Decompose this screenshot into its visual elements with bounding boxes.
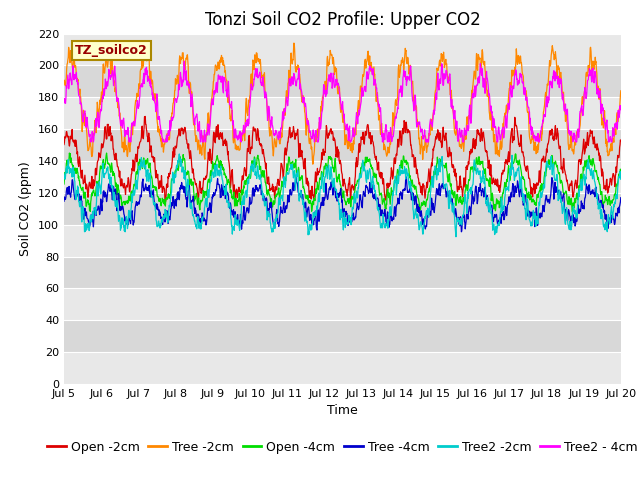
Bar [64, 65, 621, 97]
Bar [64, 352, 621, 384]
Bar [64, 193, 621, 225]
Bar [64, 225, 621, 257]
Bar [64, 34, 621, 65]
Legend: Open -2cm, Tree -2cm, Open -4cm, Tree -4cm, Tree2 -2cm, Tree2 - 4cm: Open -2cm, Tree -2cm, Open -4cm, Tree -4… [42, 436, 640, 459]
Bar [64, 97, 621, 129]
Bar [64, 129, 621, 161]
Y-axis label: Soil CO2 (ppm): Soil CO2 (ppm) [19, 161, 33, 256]
Bar [64, 320, 621, 352]
Bar [64, 161, 621, 193]
Bar [64, 257, 621, 288]
Title: Tonzi Soil CO2 Profile: Upper CO2: Tonzi Soil CO2 Profile: Upper CO2 [205, 11, 480, 29]
X-axis label: Time: Time [327, 405, 358, 418]
Text: TZ_soilco2: TZ_soilco2 [75, 44, 148, 57]
Bar [64, 288, 621, 320]
